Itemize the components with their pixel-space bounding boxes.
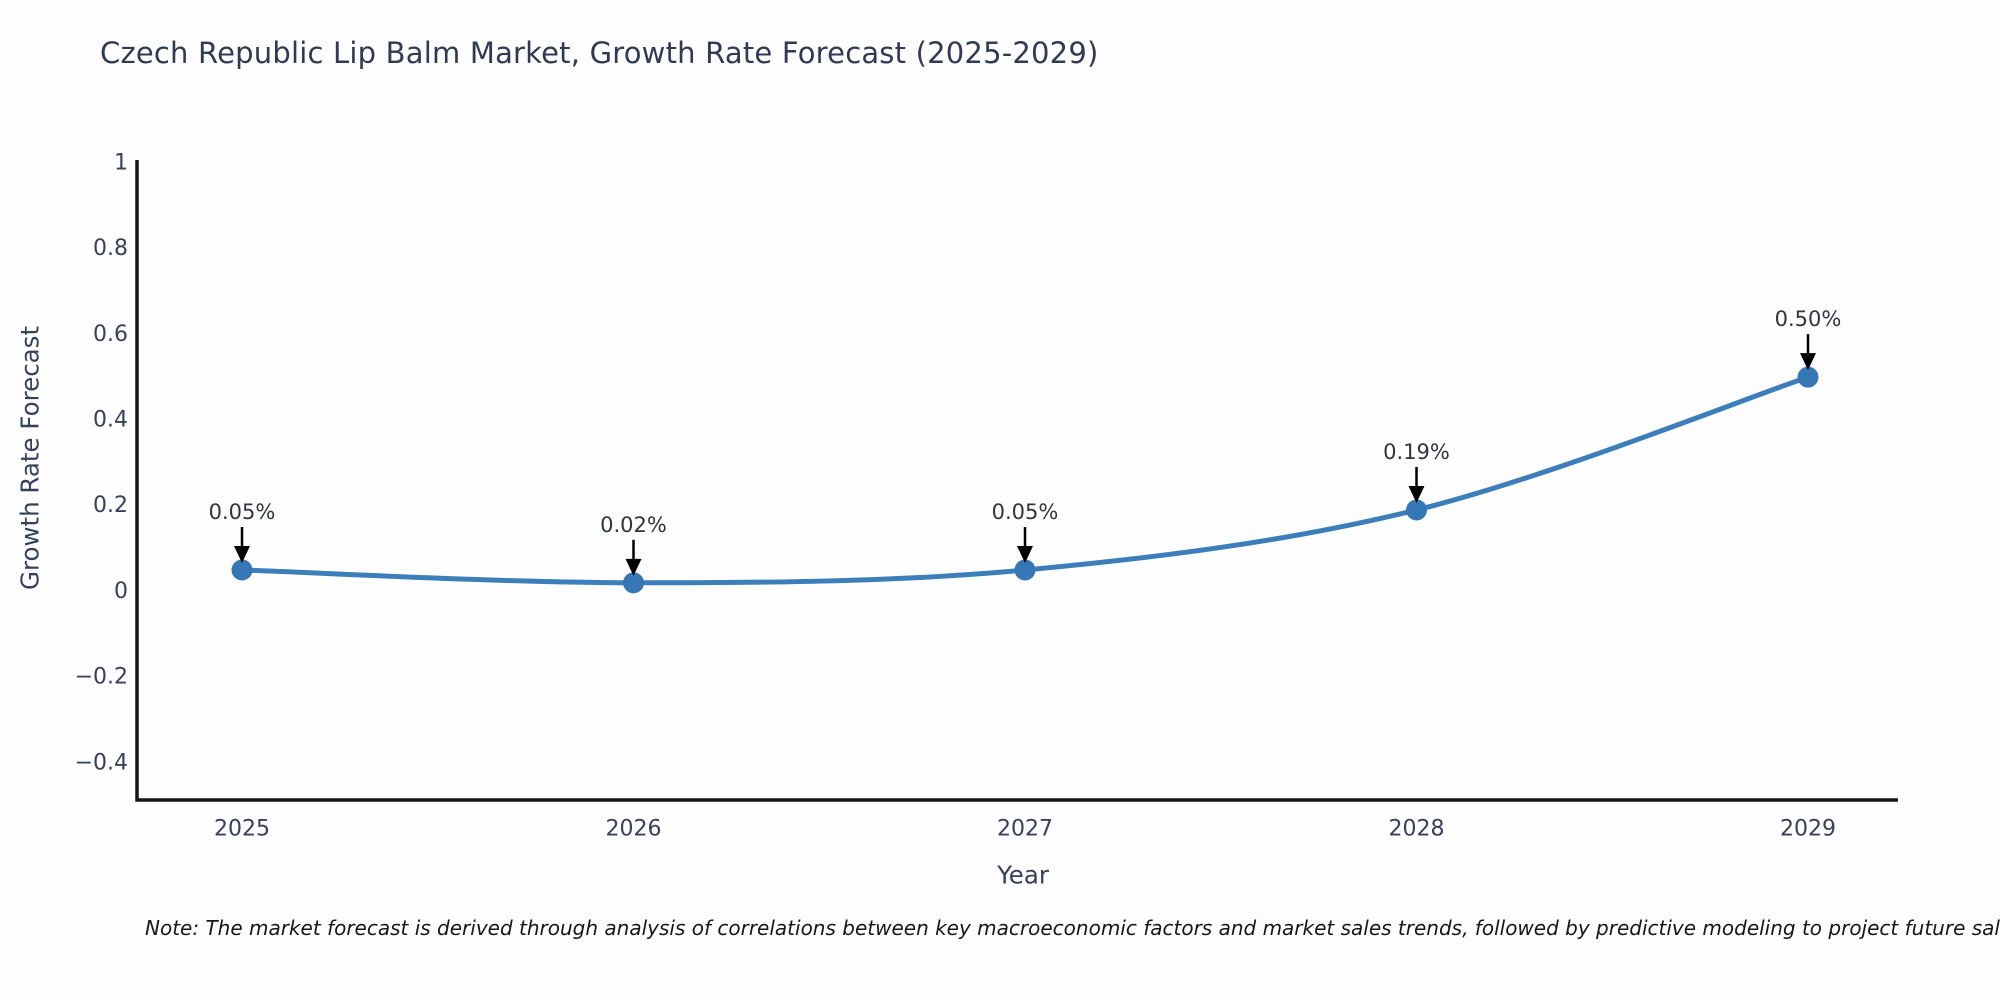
annotation-arrow-head xyxy=(234,545,250,563)
y-axis-label: Growth Rate Forecast xyxy=(16,326,45,590)
data-point xyxy=(1406,499,1427,521)
point-value-label: 0.05% xyxy=(209,500,276,524)
series-markers xyxy=(231,366,1819,594)
data-point xyxy=(231,559,253,581)
y-tick-label: 0.6 xyxy=(93,322,128,347)
y-tick-label: 0.4 xyxy=(93,407,128,432)
point-annotations: 0.05% 0.02% 0.05% 0.19% 0.50% xyxy=(209,307,1842,576)
data-point xyxy=(1797,366,1819,388)
point-value-label: 0.02% xyxy=(600,513,667,537)
x-axis-label: Year xyxy=(996,861,1050,890)
y-tick-label: −0.4 xyxy=(75,750,128,775)
footnote: Note: The market forecast is derived thr… xyxy=(145,916,2000,940)
x-tick-label: 2027 xyxy=(997,817,1053,842)
data-point xyxy=(1014,559,1036,581)
annotation-arrow-head xyxy=(1017,545,1033,563)
x-tick-label: 2025 xyxy=(214,817,270,842)
annotation-arrow-head xyxy=(1408,485,1425,503)
point-value-label: 0.19% xyxy=(1383,440,1450,464)
x-tick-label: 2026 xyxy=(606,817,662,842)
annotation-arrow-head xyxy=(625,558,642,576)
y-tick-label: 0.8 xyxy=(93,236,128,261)
chart-title: Czech Republic Lip Balm Market, Growth R… xyxy=(100,36,1099,70)
y-axis-tick-labels: 1 0.8 0.6 0.4 0.2 0 −0.2 −0.4 xyxy=(75,150,128,775)
y-tick-label: −0.2 xyxy=(75,665,128,690)
data-point xyxy=(623,572,644,594)
annotation-arrow-head xyxy=(1800,353,1816,371)
point-value-label: 0.05% xyxy=(992,500,1059,524)
y-tick-label: 0 xyxy=(114,579,128,604)
y-tick-label: 1 xyxy=(114,150,128,175)
axis-spines xyxy=(135,160,1898,802)
x-axis-tick-labels: 2025 2026 2027 2028 2029 xyxy=(214,817,1836,842)
point-value-label: 0.50% xyxy=(1775,307,1842,331)
x-tick-label: 2029 xyxy=(1780,817,1836,842)
y-tick-label: 0.2 xyxy=(93,493,128,518)
x-tick-label: 2028 xyxy=(1389,817,1445,842)
